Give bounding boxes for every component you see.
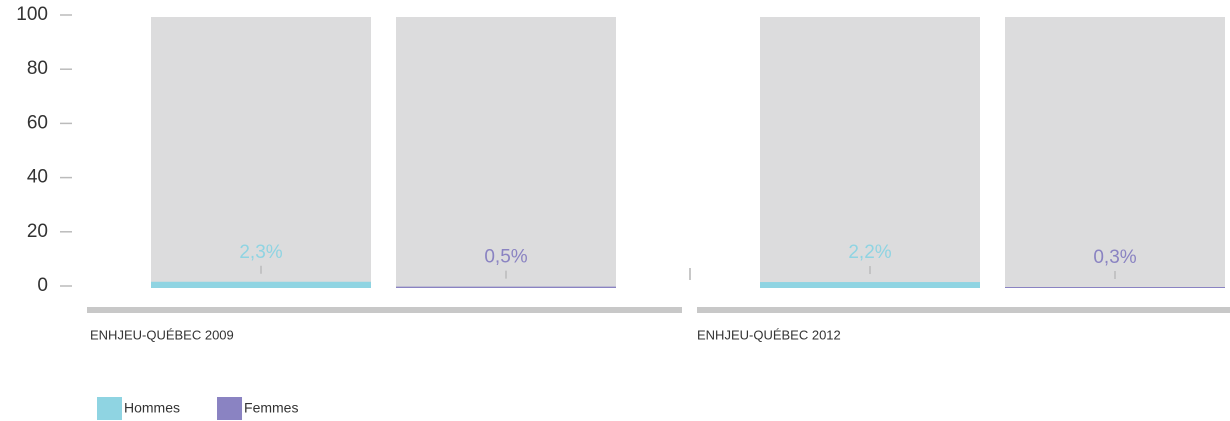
y-tick-label: 0 xyxy=(37,275,48,296)
value-label: 0,5% xyxy=(484,247,527,268)
legend-label: Femmes xyxy=(244,400,298,416)
group-baseline xyxy=(87,307,682,313)
bar xyxy=(396,286,616,288)
bar xyxy=(1005,287,1225,288)
background-bar xyxy=(760,17,980,288)
x-category-label: ENHJEU-QUÉBEC 2012 xyxy=(697,327,841,342)
value-label: 2,2% xyxy=(848,242,891,263)
group-baseline xyxy=(697,307,1230,313)
value-label: 2,3% xyxy=(239,242,282,263)
background-bar xyxy=(1005,17,1225,288)
y-tick-label: 80 xyxy=(27,58,48,79)
legend-swatch xyxy=(217,397,243,420)
bar xyxy=(760,282,980,288)
background-bar xyxy=(396,17,616,288)
y-tick-label: 40 xyxy=(27,167,48,188)
background-bar xyxy=(151,17,371,288)
value-label: 0,3% xyxy=(1093,247,1136,268)
bar xyxy=(151,281,371,288)
y-tick-label: 60 xyxy=(27,112,48,133)
y-tick-label: 100 xyxy=(16,4,48,25)
legend-swatch xyxy=(97,397,122,420)
y-tick-label: 20 xyxy=(27,221,48,242)
legend-label: Hommes xyxy=(124,400,180,416)
x-category-label: ENHJEU-QUÉBEC 2009 xyxy=(90,327,234,342)
